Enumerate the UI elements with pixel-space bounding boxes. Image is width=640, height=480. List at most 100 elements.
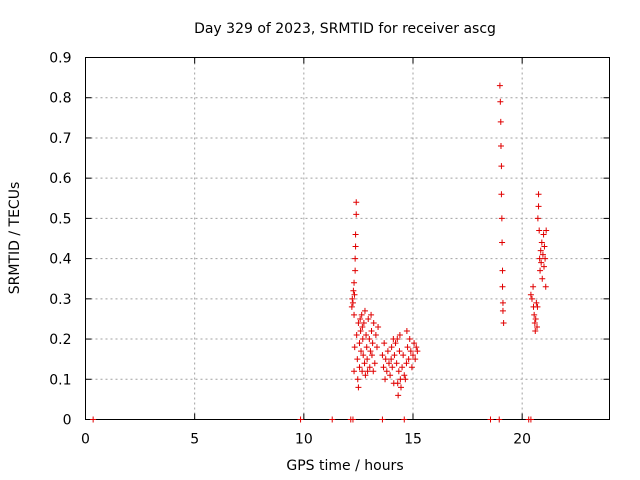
data-point	[500, 319, 507, 326]
data-point	[541, 263, 547, 270]
data-point	[350, 287, 357, 294]
data-point	[535, 191, 542, 198]
data-point	[352, 231, 359, 238]
data-point	[383, 368, 390, 375]
data-point	[351, 311, 358, 318]
x-tick-label: 5	[190, 432, 199, 448]
data-point	[379, 416, 386, 423]
data-point	[533, 299, 540, 306]
data-point	[370, 319, 377, 326]
y-tick-label: 0.7	[49, 131, 71, 147]
grid	[85, 57, 610, 420]
data-point	[369, 340, 376, 347]
data-point	[391, 352, 398, 359]
data-point	[498, 191, 505, 198]
data-point	[404, 344, 411, 351]
data-point	[368, 328, 375, 335]
x-axis-label: GPS time / hours	[286, 458, 403, 474]
data-point	[538, 259, 545, 266]
data-point	[360, 319, 367, 326]
data-point	[498, 215, 505, 222]
data-point	[359, 336, 366, 343]
data-point	[392, 340, 399, 347]
data-point	[542, 255, 549, 262]
data-point	[361, 307, 368, 314]
data-point	[397, 376, 404, 383]
y-tick-label: 0.9	[49, 51, 71, 67]
x-tick-label: 10	[295, 432, 313, 448]
data-point	[530, 283, 537, 290]
data-point	[498, 163, 505, 170]
data-point	[499, 299, 506, 306]
data-point	[390, 380, 397, 387]
data-point	[351, 344, 358, 351]
x-tick-label: 15	[404, 432, 422, 448]
data-point	[372, 332, 379, 339]
data-point	[364, 368, 371, 375]
data-point	[388, 344, 395, 351]
data-point	[349, 299, 356, 306]
data-point	[357, 315, 364, 322]
data-point	[499, 239, 506, 246]
data-point	[403, 360, 410, 367]
data-point	[534, 215, 541, 222]
plot-frame	[85, 57, 610, 420]
data-point	[358, 348, 365, 355]
data-point	[527, 291, 534, 298]
data-point	[375, 323, 382, 330]
chart-title: Day 329 of 2023, SRMTID for receiver asc…	[194, 21, 496, 37]
data-point	[408, 364, 415, 371]
data-point	[379, 352, 386, 359]
data-point	[399, 364, 406, 371]
data-point	[401, 416, 408, 423]
data-point	[373, 344, 380, 351]
data-point	[363, 332, 370, 339]
y-tick-label: 0.1	[49, 372, 71, 388]
data-point	[497, 118, 504, 125]
data-point	[355, 319, 362, 326]
data-point	[496, 82, 503, 89]
data-point	[356, 364, 363, 371]
data-point	[353, 211, 360, 218]
data-point	[393, 360, 400, 367]
tick-labels: 0 5 10 15 20 0 0.1 0.2 0.3 0.4 0.5 0.6 0.7 0.8 0.9	[49, 51, 531, 448]
data-point	[531, 319, 538, 326]
data-point	[499, 283, 506, 290]
data-point	[403, 328, 410, 335]
data-point	[389, 364, 396, 371]
y-tick-label: 0.3	[49, 292, 71, 308]
data-point	[497, 142, 504, 149]
data-point	[539, 251, 546, 258]
data-point	[487, 416, 494, 423]
data-point	[499, 267, 506, 274]
data-points	[90, 82, 550, 423]
data-point	[382, 376, 389, 383]
data-point	[543, 227, 550, 234]
data-point	[370, 368, 377, 375]
data-point	[364, 356, 371, 363]
y-tick-label: 0.4	[49, 252, 71, 268]
data-point	[354, 376, 361, 383]
data-point	[381, 340, 388, 347]
data-point	[297, 416, 304, 423]
data-point	[351, 368, 358, 375]
data-point	[497, 98, 504, 105]
data-point	[536, 255, 543, 262]
data-point	[384, 348, 391, 355]
data-point	[537, 267, 544, 274]
data-point	[366, 364, 373, 371]
data-point	[407, 348, 414, 355]
data-point	[396, 348, 403, 355]
data-point	[368, 311, 375, 318]
data-point	[368, 352, 375, 359]
y-tick-label: 0.6	[49, 171, 71, 187]
data-point	[538, 239, 545, 246]
y-tick-label: 0	[63, 413, 72, 429]
data-point	[400, 352, 407, 359]
data-point	[380, 364, 387, 371]
data-point	[542, 283, 549, 290]
data-point	[540, 231, 547, 238]
data-point	[531, 311, 538, 318]
data-point	[359, 323, 366, 330]
